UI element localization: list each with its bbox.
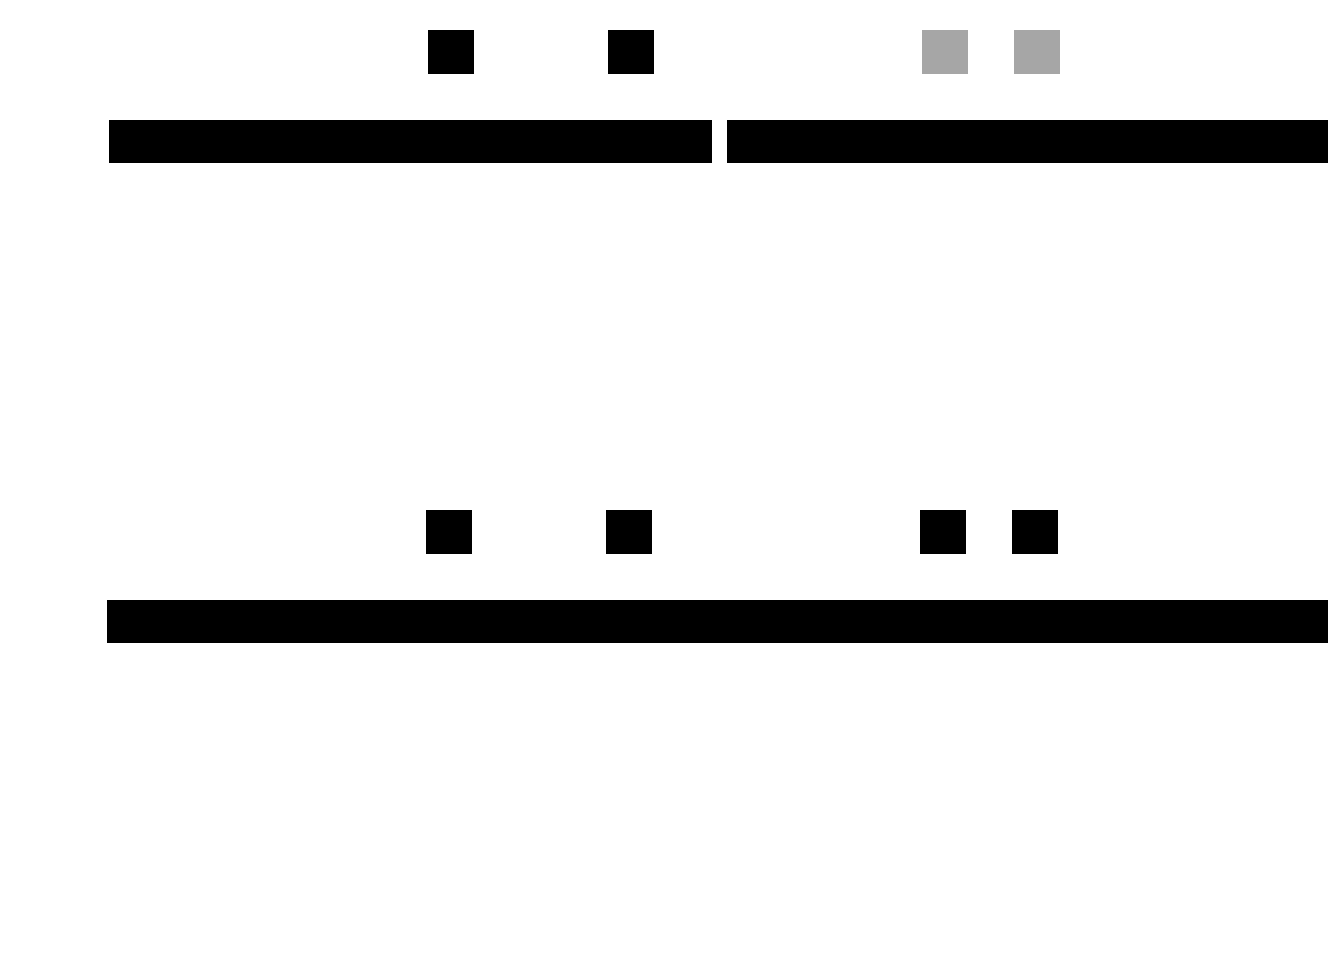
- bottom-legend-key-b-dot: [1030, 527, 1040, 537]
- top-legend-key-b-band: [1014, 30, 1060, 74]
- bottom-legend-key-a-dot: [938, 527, 948, 537]
- bottom-legend-key-estimated-dot: [444, 527, 454, 537]
- top-legend-key-true-bg: [608, 30, 654, 74]
- top-legend-key-estimated-bg: [428, 30, 474, 74]
- strip-age-bg: [109, 120, 712, 163]
- strip-sex-bg: [107, 600, 1328, 643]
- top-legend-key-a-band: [922, 30, 968, 74]
- top-strips: [109, 120, 1328, 163]
- bottom-legend: [426, 510, 1058, 554]
- bottom-legend-key-true-triangle: [623, 525, 635, 536]
- strip-income-bg: [727, 120, 1328, 163]
- top-legend: [428, 30, 1060, 74]
